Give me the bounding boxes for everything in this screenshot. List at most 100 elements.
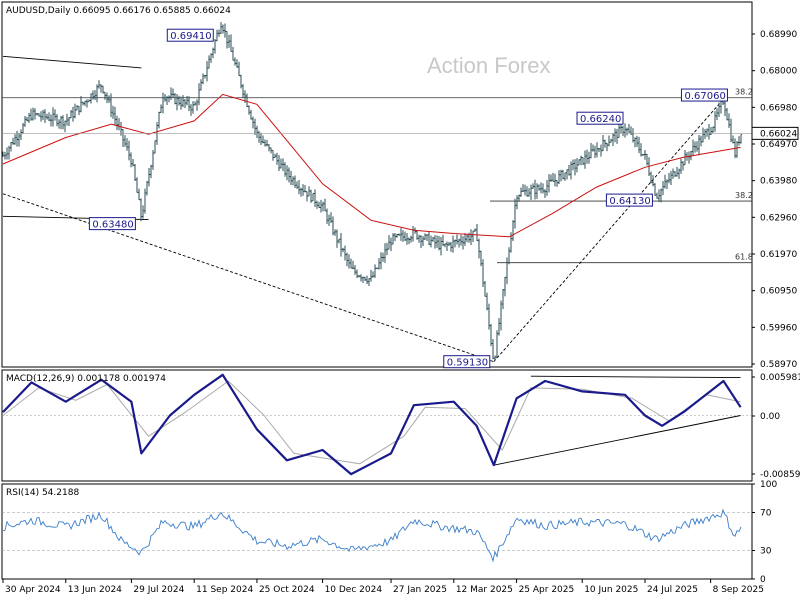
price-bar [480, 250, 482, 267]
price-bar [46, 113, 48, 120]
price-bar [660, 188, 662, 203]
price-bar [86, 99, 88, 108]
price-bar [450, 241, 452, 252]
price-bar [692, 139, 694, 157]
price-bar [2, 151, 4, 157]
price-bar [112, 105, 114, 119]
price-bar [66, 113, 68, 126]
price-bar [170, 87, 172, 100]
price-bar [522, 184, 524, 192]
price-bar [132, 158, 134, 167]
price-bar [310, 189, 312, 203]
price-bar [74, 103, 76, 119]
price-bar [318, 201, 320, 208]
price-bar [134, 164, 136, 182]
price-bar [336, 229, 338, 248]
price-bar [176, 94, 178, 111]
x-axis-label: 10 Jun 2025 [584, 585, 638, 595]
price-bar [128, 140, 130, 161]
price-bar [254, 118, 256, 135]
price-bar [474, 228, 476, 232]
price-bar [636, 135, 638, 147]
price-bar [424, 233, 426, 240]
trendline-3 [493, 98, 724, 362]
price-bar [532, 183, 534, 189]
price-bar [218, 29, 220, 37]
price-bar [234, 57, 236, 66]
price-bar [392, 233, 394, 245]
price-bar [578, 159, 580, 166]
price-bar [154, 140, 156, 154]
price-bar [428, 231, 430, 246]
price-bar [380, 252, 382, 270]
price-bar [658, 189, 660, 203]
price-bar [484, 281, 486, 297]
price-bar [364, 276, 366, 282]
price-bar [360, 274, 362, 282]
price-bar [562, 169, 564, 180]
price-bar [446, 241, 448, 252]
price-bar [444, 243, 446, 248]
price-bar [260, 132, 262, 145]
price-bar [144, 188, 146, 214]
price-bar [616, 128, 618, 144]
price-bar [526, 186, 528, 197]
price-bar [94, 90, 96, 101]
price-bar [44, 109, 46, 124]
fib-level-label: 38.2 [735, 88, 753, 97]
price-bar [290, 170, 292, 185]
price-bar [322, 201, 324, 212]
price-bar [478, 238, 480, 259]
price-bar [528, 188, 530, 197]
price-bar [716, 108, 718, 121]
price-bar [524, 184, 526, 196]
price-bar [190, 104, 192, 116]
price-bar [396, 233, 398, 238]
price-axis-label: 0.68990 [760, 30, 797, 40]
price-bar [264, 139, 266, 147]
price-bar [732, 135, 734, 144]
price-level-label: 0.59130 [443, 355, 491, 369]
price-bar [614, 128, 616, 143]
price-bar [714, 111, 716, 132]
price-bar [4, 151, 6, 160]
price-bar [114, 106, 116, 126]
price-bar [100, 84, 102, 93]
price-bar [274, 153, 276, 158]
price-bar [712, 126, 714, 134]
price-bar [644, 149, 646, 160]
price-bar [330, 212, 332, 223]
price-bar [472, 230, 474, 243]
price-bar [332, 216, 334, 236]
price-bar [400, 228, 402, 241]
price-bar [146, 180, 148, 196]
current-price-label: 0.66024 [760, 129, 797, 139]
price-bar [466, 234, 468, 243]
price-bar [104, 91, 106, 100]
price-bar [352, 260, 354, 270]
price-bar [126, 138, 128, 151]
price-bar [78, 105, 80, 116]
price-bar [568, 164, 570, 176]
price-bar [664, 174, 666, 189]
svg-text:0.67060: 0.67060 [684, 91, 725, 102]
price-bar [188, 96, 190, 112]
price-bar [56, 114, 58, 127]
price-bar [54, 109, 56, 121]
price-bar [72, 106, 74, 122]
price-bar [222, 24, 224, 34]
price-bar [416, 230, 418, 240]
price-bar [652, 175, 654, 187]
price-bar [240, 74, 242, 89]
price-bar [122, 129, 124, 147]
price-bar [216, 29, 218, 42]
price-bar [344, 245, 346, 261]
price-bar [452, 235, 454, 253]
price-bar [210, 53, 212, 63]
price-bar [208, 55, 210, 69]
price-bar [214, 39, 216, 54]
price-bar [346, 252, 348, 267]
price-bar [494, 355, 496, 361]
price-bar [294, 175, 296, 188]
price-bar [102, 85, 104, 94]
